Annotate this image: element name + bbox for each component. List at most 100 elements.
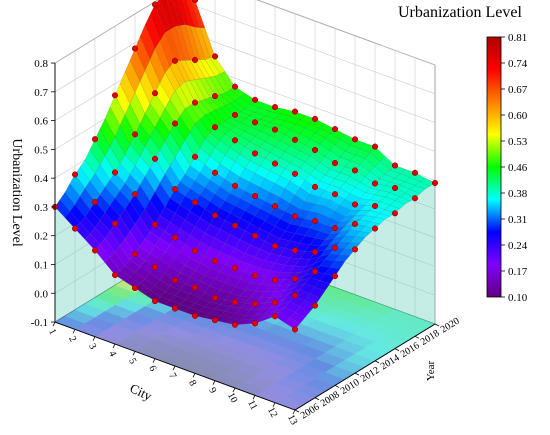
- surface-cell: [174, 251, 191, 266]
- x-tick: [52, 321, 56, 327]
- data-point: [231, 137, 239, 144]
- data-point: [231, 299, 239, 306]
- x-tick-label: 6: [146, 364, 158, 374]
- surface-cell: [109, 251, 126, 271]
- surface-cell: [204, 179, 221, 195]
- y-tick: [374, 360, 380, 364]
- surface-cell: [214, 207, 231, 221]
- surface-cell: [169, 213, 186, 230]
- surface-cell: [119, 208, 136, 232]
- data-point: [91, 136, 99, 143]
- surface-cell: [119, 154, 136, 175]
- data-point: [251, 300, 259, 307]
- data-point: [211, 212, 219, 219]
- data-point: [251, 96, 259, 103]
- data-point: [271, 104, 279, 111]
- surface-cell: [389, 200, 406, 210]
- x-tick: [252, 395, 256, 400]
- surface-cell: [239, 290, 256, 298]
- surface-cell: [104, 205, 121, 224]
- y-tick-label: 2020: [439, 316, 462, 336]
- data-point: [211, 53, 219, 60]
- data-point: [351, 220, 359, 228]
- z-tick-label: 0.7: [34, 87, 48, 99]
- surface-cell: [209, 237, 226, 253]
- x-tick: [72, 329, 76, 334]
- surface-cell: [394, 196, 411, 205]
- surface-cell: [184, 188, 201, 203]
- data-point: [251, 150, 259, 157]
- surface-cell: [164, 266, 181, 281]
- data-point: [111, 92, 119, 99]
- data-point: [311, 115, 319, 122]
- surface-cell: [94, 244, 111, 263]
- data-point: [251, 192, 259, 200]
- data-point: [391, 184, 399, 192]
- data-point: [151, 221, 159, 228]
- data-point: [231, 111, 239, 118]
- surface-cell: [224, 212, 241, 226]
- data-point: [191, 247, 199, 254]
- data-point: [211, 257, 219, 264]
- x-tick: [92, 336, 96, 341]
- surface-cell: [214, 315, 231, 323]
- surface-cell: [184, 210, 201, 227]
- colorbar-tick-label: 0.46: [508, 162, 528, 174]
- data-point: [371, 180, 379, 187]
- x-tick-label: 12: [265, 405, 279, 419]
- surface-cell: [94, 164, 111, 188]
- surface-cell: [79, 159, 96, 182]
- data-point: [271, 203, 279, 210]
- data-point: [331, 244, 339, 251]
- data-point: [371, 143, 379, 150]
- data-point: [311, 248, 319, 256]
- data-point: [171, 305, 179, 312]
- surface-cell: [234, 319, 251, 325]
- data-point: [311, 302, 319, 309]
- surface-cell: [354, 231, 371, 238]
- data-point: [151, 264, 159, 271]
- data-point: [331, 225, 339, 232]
- data-point: [71, 171, 79, 178]
- data-point: [291, 275, 299, 282]
- data-point: [351, 167, 359, 174]
- data-point: [411, 169, 419, 176]
- surface-cell: [329, 260, 346, 269]
- x-tick-label: 10: [225, 391, 239, 405]
- data-point: [171, 120, 179, 127]
- surface-cell: [224, 234, 241, 249]
- data-point: [231, 265, 239, 272]
- z-tick-label: 0.3: [34, 202, 48, 214]
- data-point: [331, 191, 339, 198]
- surface-cell: [114, 163, 131, 184]
- curtain-front-right: [295, 183, 435, 410]
- colorbar-tick-label: 0.31: [508, 214, 527, 226]
- colorbar-tick-label: 0.67: [508, 84, 528, 96]
- data-point: [91, 198, 99, 206]
- x-tick: [152, 358, 156, 363]
- surface-cell: [184, 165, 201, 182]
- data-point: [191, 312, 199, 319]
- data-point: [291, 213, 299, 220]
- surface-cell: [214, 123, 231, 135]
- surface-cell: [99, 186, 116, 206]
- z-tick-label: 0.5: [34, 144, 48, 156]
- x-tick-label: 4: [106, 349, 118, 359]
- colorbar: 0.81 0.74 0.67 0.60 0.53 0.46 0.38 0.31 0.24 0.17…: [486, 32, 528, 304]
- colorbar-tick-label: 0.53: [508, 136, 528, 148]
- x-tick: [292, 409, 296, 415]
- z-tick-label: 0.2: [34, 231, 48, 243]
- data-point: [71, 225, 79, 232]
- surface-cell: [234, 198, 251, 212]
- data-point: [391, 210, 399, 217]
- data-point: [191, 153, 199, 160]
- colorbar-tick-label: 0.74: [508, 58, 528, 70]
- x-tick-label: 9: [206, 386, 218, 396]
- data-point: [171, 186, 179, 193]
- surface-cell: [164, 221, 181, 238]
- data-point: [211, 169, 219, 176]
- data-point: [191, 284, 199, 291]
- colorbar-tick-label: 0.60: [508, 110, 528, 122]
- data-point: [331, 126, 339, 133]
